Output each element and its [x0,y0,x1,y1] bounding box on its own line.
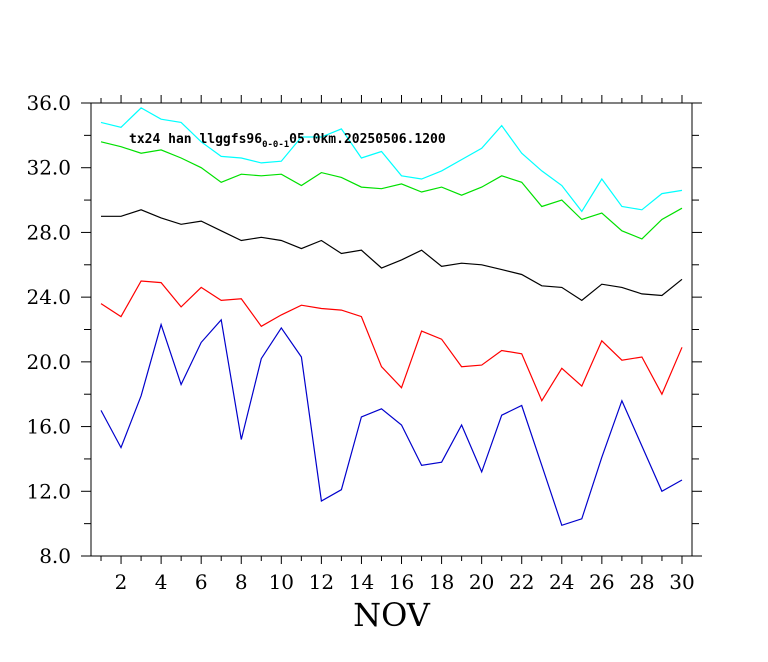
x-tick-label: 26 [589,570,614,594]
annotation-prefix: tx24 han llggfs96 [129,132,262,147]
series-line-4 [100,280,683,402]
x-tick-label: 12 [309,570,334,594]
y-tick-label: 24.0 [26,285,71,309]
series-line-3 [101,209,683,302]
series-line-1 [100,107,683,213]
series-line-2 [100,141,683,240]
y-tick-label: 32.0 [26,156,71,180]
chart-annotation: tx24 han llggfs960-0-105.0km.20250506.12… [129,132,446,150]
x-tick-label: 4 [155,570,168,594]
x-tick-label: 8 [235,570,248,594]
x-tick-label: 2 [115,570,128,594]
x-tick-label: 30 [669,570,694,594]
y-tick-label: 16.0 [26,415,71,439]
x-axis-title: NOV [353,596,431,634]
x-tick-label: 24 [549,570,574,594]
x-tick-label: 20 [469,570,494,594]
series-layer [100,107,683,527]
tick-layer: 2 4 6 8 10 12 14 16 18 20 22 24 26 28 308.012.016.020.… [26,91,702,594]
x-tick-label: 14 [349,570,374,594]
y-tick-label: 36.0 [26,91,71,115]
series-line-5 [100,318,683,527]
x-tick-label: 28 [629,570,654,594]
y-tick-label: 20.0 [26,350,71,374]
annotation-subscript: 0-0-1 [262,140,289,150]
x-tick-label: 18 [429,570,454,594]
x-tick-label: 10 [269,570,294,594]
plot-frame [90,102,693,557]
x-tick-label: 16 [389,570,414,594]
x-tick-label: 6 [195,570,208,594]
y-tick-label: 28.0 [26,220,71,244]
annotation-suffix: 05.0km.20250506.1200 [289,132,446,147]
x-tick-label: 22 [509,570,534,594]
y-tick-label: 8.0 [39,544,71,568]
y-tick-label: 12.0 [26,479,71,503]
